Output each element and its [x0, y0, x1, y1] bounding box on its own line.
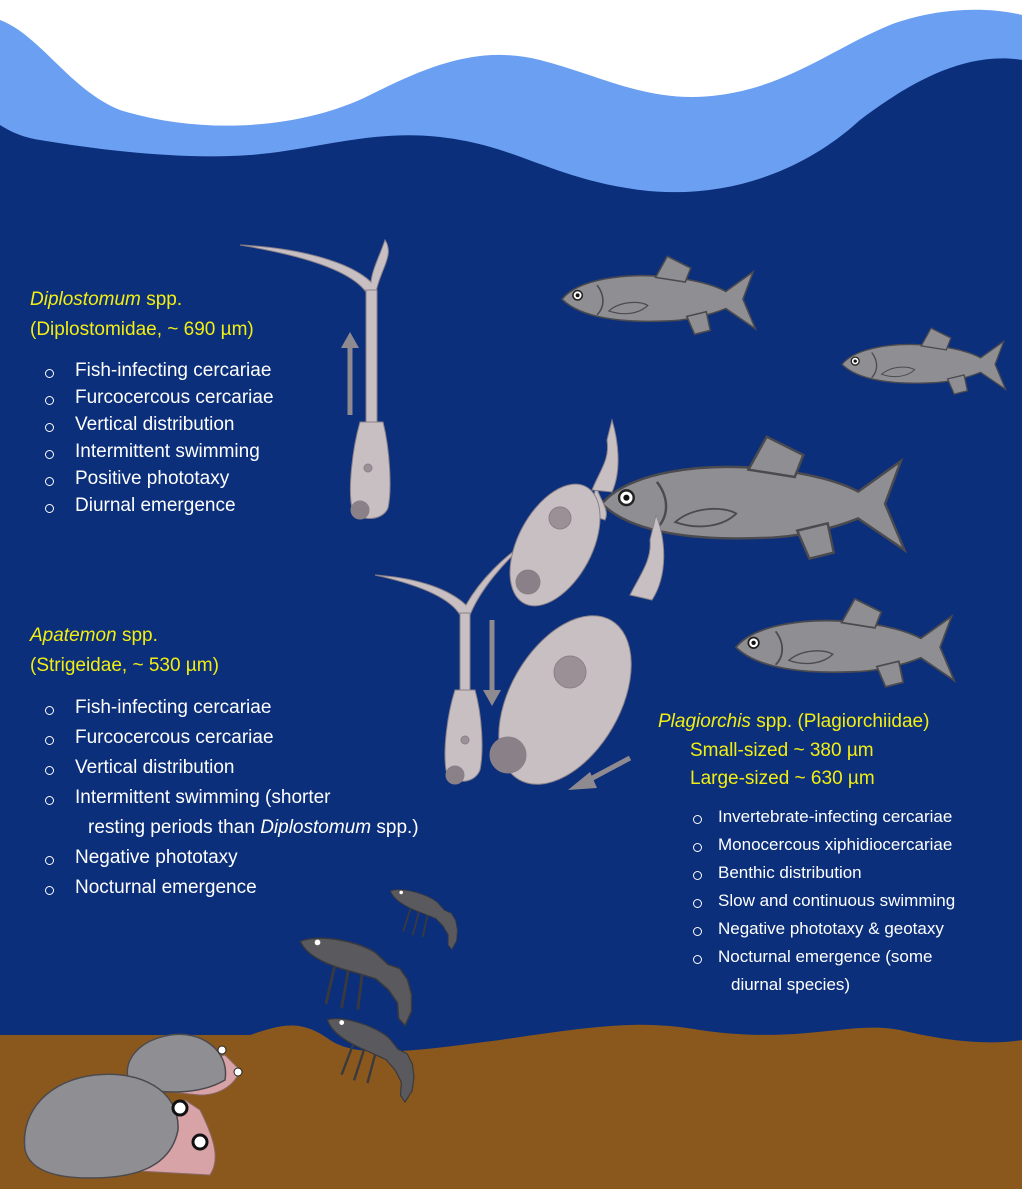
trait: Nocturnal emergence [42, 873, 419, 903]
bullet [45, 369, 54, 378]
water [0, 0, 1022, 1189]
trait: Intermittent swimming [42, 438, 274, 465]
trait: Diurnal emergence [42, 492, 274, 519]
genus-suffix: spp. [122, 625, 158, 646]
bullet [45, 706, 54, 715]
size-line: Large-sized ~ 630 µm [690, 765, 955, 793]
trait-text: diurnal species) [731, 975, 850, 994]
trait: Nocturnal emergence (some diurnal species… [690, 943, 955, 999]
trait-text: spp.) [376, 817, 418, 838]
trait: Negative phototaxy [42, 843, 419, 873]
trait: Positive phototaxy [42, 465, 274, 492]
size-line: Small-sized ~ 380 µm [690, 737, 955, 765]
genus-suffix: spp. [146, 289, 182, 310]
trait: Negative phototaxy & geotaxy [690, 915, 955, 943]
genus-name: Apatemon [30, 625, 117, 646]
genus-name: Plagiorchis [658, 711, 751, 732]
bullet [693, 899, 702, 908]
bullet [693, 843, 702, 852]
trait: Slow and continuous swimming [690, 887, 955, 915]
bullet [45, 477, 54, 486]
family-size: (Diplostomidae, ~ 690 µm) [30, 315, 274, 345]
scene [0, 0, 1022, 1189]
trait: Furcocercous cercariae [42, 384, 274, 411]
genus-suffix: spp. (Plagiorchiidae) [756, 711, 929, 732]
trait: Vertical distribution [42, 411, 274, 438]
trait: Intermittent swimming (shorter resting pe… [42, 783, 419, 843]
bullet [45, 450, 54, 459]
genus-name: Diplostomum [30, 289, 141, 310]
genus-name: Diplostomum [260, 817, 371, 838]
family-size: (Strigeidae, ~ 530 µm) [30, 651, 419, 681]
bullet [45, 736, 54, 745]
trait: Fish-infecting cercariae [42, 693, 419, 723]
bullet [45, 856, 54, 865]
trait: Fish-infecting cercariae [42, 357, 274, 384]
trait: Monocercous xiphidiocercariae [690, 831, 955, 859]
bullet [693, 955, 702, 964]
trait: Benthic distribution [690, 859, 955, 887]
bullet [45, 423, 54, 432]
bullet [45, 796, 54, 805]
page: Diplostomumspp.(Diplostomidae, ~ 690 µm)… [0, 0, 1022, 1189]
trait-text: Intermittent swimming (shorter [75, 787, 331, 808]
bullet [693, 871, 702, 880]
trait-continuation: diurnal species) [718, 971, 955, 999]
bullet [45, 504, 54, 513]
bullet [693, 815, 702, 824]
bullet [45, 886, 54, 895]
trait: Invertebrate-infecting cercariae [690, 803, 955, 831]
trait: Furcocercous cercariae [42, 723, 419, 753]
trait-text: Nocturnal emergence (some [718, 947, 932, 966]
trait-text: resting periods than [88, 817, 255, 838]
bullet [45, 396, 54, 405]
trait: Vertical distribution [42, 753, 419, 783]
bullet [45, 766, 54, 775]
bullet [693, 927, 702, 936]
